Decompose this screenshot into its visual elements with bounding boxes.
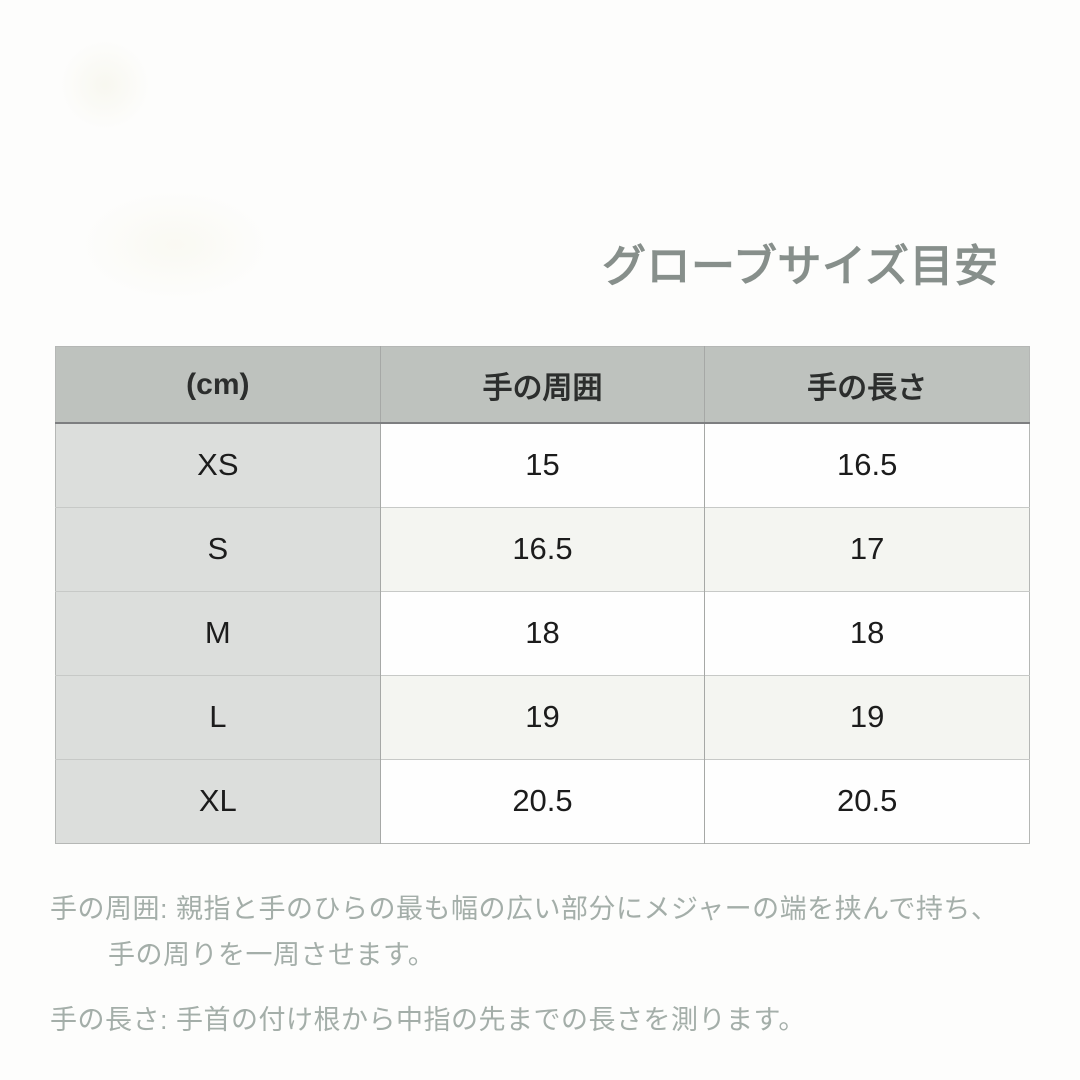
size-label: S xyxy=(55,506,381,591)
faint-artifact xyxy=(42,22,168,148)
circumference-value: 18 xyxy=(379,590,705,675)
note-text: 手首の付け根から中指の先までの長さを測ります。 xyxy=(176,1005,806,1035)
size-label: L xyxy=(55,674,381,759)
table-row-m: M 18 18 xyxy=(55,590,1030,675)
faint-artifact xyxy=(80,190,270,300)
column-header-unit: (cm) xyxy=(55,346,381,424)
note-line: 手の長さ: 手首の付け根から中指の先までの長さを測ります。 xyxy=(50,1005,806,1035)
note-line: 手の周りを一周させます。 xyxy=(108,940,436,970)
length-value: 19 xyxy=(704,674,1030,759)
column-header-hand-length: 手の長さ xyxy=(704,346,1030,424)
table-row-s: S 16.5 17 xyxy=(55,506,1030,591)
note-label: 手の長さ: xyxy=(50,1005,169,1035)
circumference-value: 15 xyxy=(379,423,705,507)
size-label: XL xyxy=(55,758,381,843)
column-header-hand-circumference: 手の周囲 xyxy=(379,346,705,424)
table-header-row: (cm) 手の周囲 手の長さ xyxy=(55,346,1030,424)
table-row-xl: XL 20.5 20.5 xyxy=(55,758,1030,843)
circumference-value: 20.5 xyxy=(379,758,705,843)
note-line: 手の周囲: 親指と手のひらの最も幅の広い部分にメジャーの端を挟んで持ち、 xyxy=(50,894,998,924)
circumference-value: 19 xyxy=(379,674,705,759)
table-row-l: L 19 19 xyxy=(55,674,1030,759)
table-row-xs: XS 15 16.5 xyxy=(55,423,1030,507)
size-label: XS xyxy=(55,423,381,507)
note-label: 手の周囲: xyxy=(50,894,169,924)
length-value: 20.5 xyxy=(704,758,1030,843)
note-text: 親指と手のひらの最も幅の広い部分にメジャーの端を挟んで持ち、 xyxy=(176,894,999,924)
glove-size-table: (cm) 手の周囲 手の長さ XS 15 16.5 S 16.5 17 M 18… xyxy=(55,346,1030,844)
page-title: グローブサイズ目安 xyxy=(602,242,999,291)
length-value: 18 xyxy=(704,590,1030,675)
length-value: 17 xyxy=(704,506,1030,591)
note-hand-circumference: 手の周囲: 親指と手のひらの最も幅の広い部分にメジャーの端を挟んで持ち、 手の周… xyxy=(50,886,998,978)
circumference-value: 16.5 xyxy=(379,506,705,591)
measurement-notes: 手の周囲: 親指と手のひらの最も幅の広い部分にメジャーの端を挟んで持ち、 手の周… xyxy=(50,886,998,1043)
note-hand-length: 手の長さ: 手首の付け根から中指の先までの長さを測ります。 xyxy=(50,997,998,1043)
size-label: M xyxy=(55,590,381,675)
length-value: 16.5 xyxy=(704,423,1030,507)
